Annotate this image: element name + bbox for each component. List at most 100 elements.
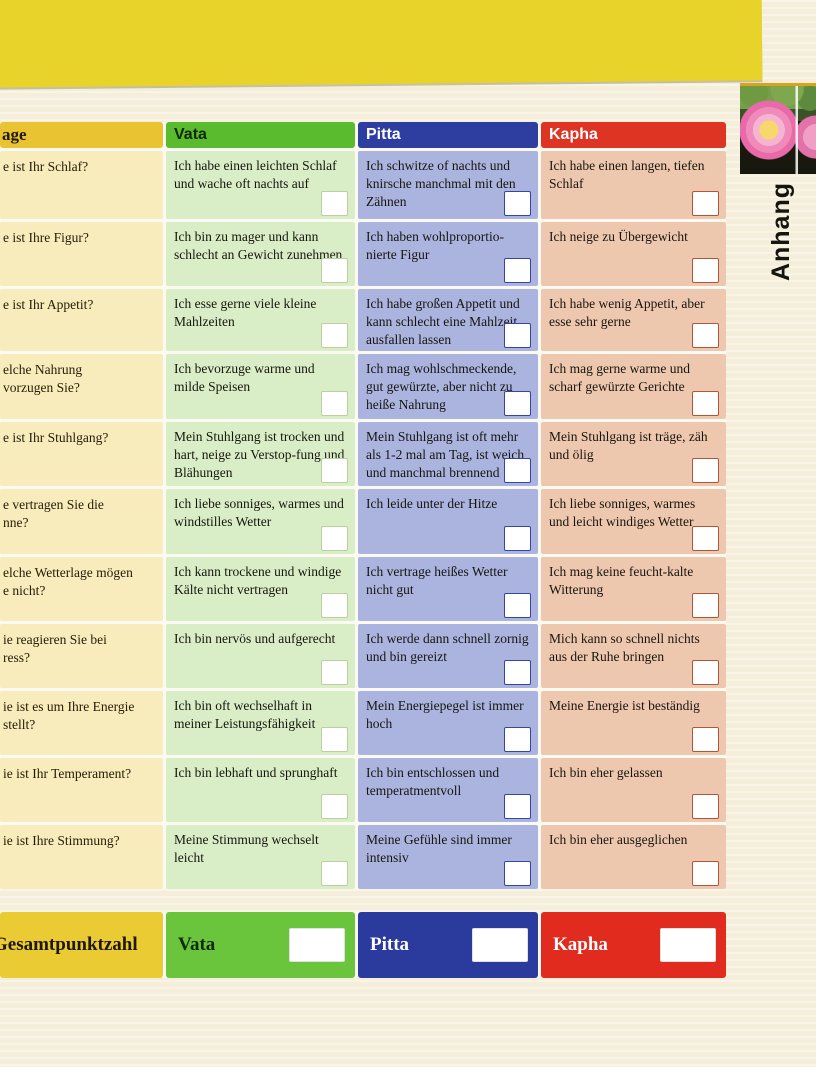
pitta-answer-cell: Ich bin entschlossen und temperatmentvol… xyxy=(358,758,538,822)
answer-text: Ich bin entschlossen und temperatmentvol… xyxy=(366,765,500,798)
answer-text: Mich kann so schnell nichts aus der Ruhe… xyxy=(549,631,700,664)
pitta-checkbox[interactable] xyxy=(504,794,531,819)
kapha-checkbox[interactable] xyxy=(692,593,719,618)
pitta-answer-cell: Ich habe großen Appetit und kann schlech… xyxy=(358,289,538,351)
column-header-frage: age xyxy=(0,122,163,148)
pitta-checkbox[interactable] xyxy=(504,458,531,483)
question-cell: e ist Ihr Schlaf? xyxy=(0,151,163,219)
pitta-answer-cell: Ich werde dann schnell zornig und bin ge… xyxy=(358,624,538,688)
vata-score-label: Vata xyxy=(178,934,216,955)
column-header-vata: Vata xyxy=(166,122,355,148)
kapha-checkbox[interactable] xyxy=(692,727,719,752)
question-cell: ie ist Ihre Stimmung? xyxy=(0,825,163,889)
answer-text: Meine Stimmung wechselt leicht xyxy=(174,832,319,865)
pitta-checkbox[interactable] xyxy=(504,191,531,216)
answer-text: Mein Energiepegel ist immer hoch xyxy=(366,698,524,731)
vata-answer-cell: Ich bin nervös und aufgerecht xyxy=(166,624,355,688)
vata-checkbox[interactable] xyxy=(321,593,348,618)
vata-score-box[interactable] xyxy=(289,928,345,962)
answer-text: Ich liebe sonniges, warmes und windstill… xyxy=(174,496,344,529)
pitta-checkbox[interactable] xyxy=(504,861,531,886)
pitta-answer-cell: Ich vertrage heißes Wetter nicht gut xyxy=(358,557,538,621)
answer-text: Ich schwitze of nachts und knirsche manc… xyxy=(366,158,516,209)
pitta-checkbox[interactable] xyxy=(504,727,531,752)
pitta-score-box[interactable] xyxy=(472,928,528,962)
vata-answer-cell: Ich bevorzuge warme und milde Speisen xyxy=(166,354,355,419)
kapha-score-box[interactable] xyxy=(660,928,716,962)
vata-checkbox[interactable] xyxy=(321,526,348,551)
vata-checkbox[interactable] xyxy=(321,191,348,216)
answer-text: Meine Gefühle sind immer intensiv xyxy=(366,832,512,865)
question-cell: e ist Ihre Figur? xyxy=(0,222,163,286)
kapha-checkbox[interactable] xyxy=(692,861,719,886)
pitta-answer-cell: Ich mag wohlschmeckende, gut gewürzte, a… xyxy=(358,354,538,419)
vata-checkbox[interactable] xyxy=(321,861,348,886)
question-cell: e ist Ihr Appetit? xyxy=(0,289,163,351)
kapha-score-label: Kapha xyxy=(553,934,608,955)
pitta-checkbox[interactable] xyxy=(504,526,531,551)
pitta-checkbox[interactable] xyxy=(504,258,531,283)
question-cell: ie ist Ihr Temperament? xyxy=(0,758,163,822)
answer-text: Ich bevorzuge warme und milde Speisen xyxy=(174,361,315,394)
answer-text: Ich haben wohlproportio-nierte Figur xyxy=(366,229,504,262)
answer-text: Mein Stuhlgang ist träge, zäh und ölig xyxy=(549,429,708,462)
pitta-checkbox[interactable] xyxy=(504,323,531,348)
answer-text: Ich bin zu mager und kann schlecht an Ge… xyxy=(174,229,343,262)
top-banner xyxy=(0,0,763,88)
kapha-checkbox[interactable] xyxy=(692,191,719,216)
vata-answer-cell: Ich kann trockene und windige Kälte nich… xyxy=(166,557,355,621)
vata-checkbox[interactable] xyxy=(321,458,348,483)
answer-text: Ich habe einen langen, tiefen Schlaf xyxy=(549,158,705,191)
kapha-checkbox[interactable] xyxy=(692,323,719,348)
answer-text: Ich kann trockene und windige Kälte nich… xyxy=(174,564,342,597)
vata-checkbox[interactable] xyxy=(321,660,348,685)
answer-text: Ich neige zu Übergewicht xyxy=(549,229,688,244)
kapha-checkbox[interactable] xyxy=(692,794,719,819)
answer-text: Mein Stuhlgang ist oft mehr als 1-2 mal … xyxy=(366,429,525,480)
vata-answer-cell: Mein Stuhlgang ist trocken und hart, nei… xyxy=(166,422,355,486)
question-cell: ie reagieren Sie bei ress? xyxy=(0,624,163,688)
kapha-answer-cell: Ich mag keine feucht-kalte Witterung xyxy=(541,557,726,621)
kapha-answer-cell: Ich bin eher gelassen xyxy=(541,758,726,822)
answer-text: Ich habe großen Appetit und kann schlech… xyxy=(366,296,520,347)
pitta-checkbox[interactable] xyxy=(504,660,531,685)
kapha-answer-cell: Ich mag gerne warme und scharf gewürzte … xyxy=(541,354,726,419)
vata-answer-cell: Ich habe einen leichten Schlaf und wache… xyxy=(166,151,355,219)
vata-checkbox[interactable] xyxy=(321,258,348,283)
kapha-checkbox[interactable] xyxy=(692,458,719,483)
kapha-checkbox[interactable] xyxy=(692,258,719,283)
answer-text: Ich bin lebhaft und sprunghaft xyxy=(174,765,338,780)
answer-text: Ich vertrage heißes Wetter nicht gut xyxy=(366,564,508,597)
kapha-answer-cell: Ich neige zu Übergewicht xyxy=(541,222,726,286)
answer-text: Ich bin nervös und aufgerecht xyxy=(174,631,336,646)
kapha-answer-cell: Ich habe einen langen, tiefen Schlaf xyxy=(541,151,726,219)
kapha-answer-cell: Ich bin eher ausgeglichen xyxy=(541,825,726,889)
pitta-checkbox[interactable] xyxy=(504,391,531,416)
score-total-row: Gesamtpunktzahl Vata Pitta Kapha xyxy=(0,912,726,978)
kapha-answer-cell: Ich liebe sonniges, warmes und leicht wi… xyxy=(541,489,726,554)
vata-checkbox[interactable] xyxy=(321,391,348,416)
vata-checkbox[interactable] xyxy=(321,323,348,348)
answer-text: Ich esse gerne viele kleine Mahlzeiten xyxy=(174,296,317,329)
waterlily-photo xyxy=(740,83,816,174)
question-cell: elche Nahrung vorzugen Sie? xyxy=(0,354,163,419)
kapha-answer-cell: Meine Energie ist beständig xyxy=(541,691,726,755)
answer-text: Ich bin eher ausgeglichen xyxy=(549,832,688,847)
answer-text: Mein Stuhlgang ist trocken und hart, nei… xyxy=(174,429,345,480)
answer-text: Ich bin oft wechselhaft in meiner Leistu… xyxy=(174,698,316,731)
vata-answer-cell: Ich bin oft wechselhaft in meiner Leistu… xyxy=(166,691,355,755)
page-edge-label: Anhang xyxy=(767,182,795,282)
kapha-checkbox[interactable] xyxy=(692,391,719,416)
kapha-checkbox[interactable] xyxy=(692,526,719,551)
answer-text: Meine Energie ist beständig xyxy=(549,698,700,713)
answer-text: Ich habe wenig Appetit, aber esse sehr g… xyxy=(549,296,705,329)
pitta-checkbox[interactable] xyxy=(504,593,531,618)
pitta-answer-cell: Mein Stuhlgang ist oft mehr als 1-2 mal … xyxy=(358,422,538,486)
answer-text: Ich habe einen leichten Schlaf und wache… xyxy=(174,158,337,191)
vata-checkbox[interactable] xyxy=(321,727,348,752)
kapha-checkbox[interactable] xyxy=(692,660,719,685)
answer-text: Ich mag gerne warme und scharf gewürzte … xyxy=(549,361,690,394)
vata-checkbox[interactable] xyxy=(321,794,348,819)
kapha-answer-cell: Mich kann so schnell nichts aus der Ruhe… xyxy=(541,624,726,688)
